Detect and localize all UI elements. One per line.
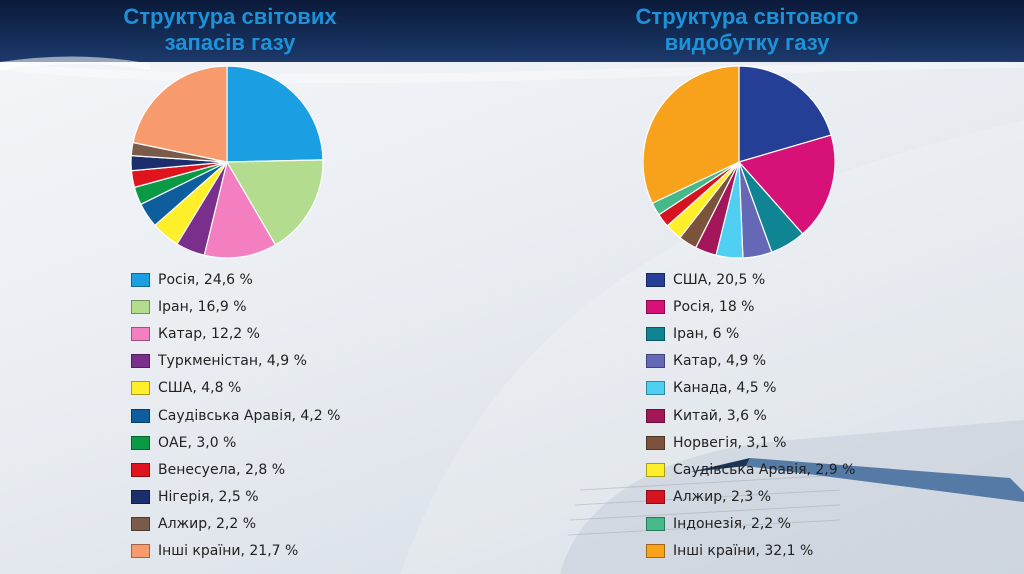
- legend-label: Норвегія, 3,1 %: [673, 434, 787, 451]
- legend-label: Венесуела, 2,8 %: [158, 461, 286, 478]
- legend-item: Саудівська Аравія, 4,2 %: [131, 402, 340, 429]
- legend-swatch: [646, 299, 665, 314]
- legend-label: Алжир, 2,3 %: [673, 489, 772, 506]
- legend-swatch: [131, 462, 150, 477]
- reserves-slice-0: [226, 65, 324, 163]
- legend-swatch: [646, 326, 665, 341]
- legend-label: США, 4,8 %: [158, 380, 242, 397]
- legend-label: США, 20,5 %: [673, 271, 766, 288]
- pie-chart-production: [643, 65, 835, 259]
- legend-item: Іран, 16,9 %: [131, 293, 340, 320]
- legend-item: Росія, 18 %: [646, 293, 855, 320]
- reserves-slice-10: [132, 65, 228, 163]
- legend-label: Росія, 18 %: [673, 298, 755, 315]
- legend-label: Інші країни, 32,1 %: [673, 543, 814, 560]
- legend-label: Іран, 6 %: [673, 325, 740, 342]
- legend-item: Алжир, 2,2 %: [131, 511, 340, 538]
- legend-item: Венесуела, 2,8 %: [131, 456, 340, 483]
- legend-item: США, 4,8 %: [131, 375, 340, 402]
- legend-swatch: [646, 462, 665, 477]
- production-slice-1: [737, 134, 835, 235]
- legend-swatch: [131, 299, 150, 314]
- legend-label: Китай, 3,6 %: [673, 407, 767, 424]
- legend-swatch: [131, 272, 150, 287]
- legend-swatch: [131, 354, 150, 369]
- legend-item: Інші країни, 32,1 %: [646, 538, 855, 565]
- legend-label: Саудівська Аравія, 2,9 %: [673, 461, 856, 478]
- legend-swatch: [131, 544, 150, 559]
- legend-swatch: [646, 435, 665, 450]
- legend-swatch: [646, 354, 665, 369]
- legend-item: Росія, 24,6 %: [131, 266, 340, 293]
- legend-reserves: Росія, 24,6 % Іран, 16,9 % Катар, 12,2 % Ту…: [131, 266, 340, 565]
- legend-label: Росія, 24,6 %: [158, 271, 253, 288]
- legend-item: Індонезія, 2,2 %: [646, 511, 855, 538]
- legend-label: Канада, 4,5 %: [673, 380, 777, 397]
- legend-swatch: [646, 381, 665, 396]
- legend-item: Китай, 3,6 %: [646, 402, 855, 429]
- legend-production: США, 20,5 % Росія, 18 % Іран, 6 % Катар, 4,…: [646, 266, 855, 565]
- legend-swatch: [131, 517, 150, 532]
- legend-label: Саудівська Аравія, 4,2 %: [158, 407, 341, 424]
- legend-label: Катар, 4,9 %: [673, 353, 767, 370]
- legend-item: Алжир, 2,3 %: [646, 484, 855, 511]
- legend-label: Іран, 16,9 %: [158, 298, 247, 315]
- legend-item: Іран, 6 %: [646, 320, 855, 347]
- legend-swatch: [131, 326, 150, 341]
- legend-label: ОАЕ, 3,0 %: [158, 434, 237, 451]
- legend-swatch: [131, 435, 150, 450]
- legend-swatch: [646, 544, 665, 559]
- legend-item: Нігерія, 2,5 %: [131, 484, 340, 511]
- legend-item: Катар, 4,9 %: [646, 348, 855, 375]
- legend-swatch: [646, 408, 665, 423]
- legend-item: Саудівська Аравія, 2,9 %: [646, 456, 855, 483]
- chart-title-production: Структура світового видобутку газу: [635, 4, 859, 55]
- legend-swatch: [131, 408, 150, 423]
- legend-label: Індонезія, 2,2 %: [673, 516, 791, 533]
- reserves-slice-1: [225, 159, 324, 246]
- legend-swatch: [131, 490, 150, 505]
- legend-item: ОАЕ, 3,0 %: [131, 429, 340, 456]
- legend-label: Нігерія, 2,5 %: [158, 489, 259, 506]
- legend-label: Інші країни, 21,7 %: [158, 543, 299, 560]
- pie-chart-reserves: [130, 65, 324, 259]
- legend-swatch: [646, 517, 665, 532]
- reserves-slice-2: [203, 160, 277, 259]
- legend-label: Катар, 12,2 %: [158, 325, 260, 342]
- legend-item: США, 20,5 %: [646, 266, 855, 293]
- production-slice-10: [643, 65, 740, 205]
- legend-item: Канада, 4,5 %: [646, 375, 855, 402]
- legend-label: Алжир, 2,2 %: [158, 516, 257, 533]
- legend-item: Інші країни, 21,7 %: [131, 538, 340, 565]
- legend-swatch: [131, 381, 150, 396]
- production-slice-0: [738, 65, 832, 163]
- chart-title-reserves: Структура світових запасів газу: [123, 4, 337, 55]
- legend-label: Туркменістан, 4,9 %: [158, 353, 307, 370]
- legend-swatch: [646, 272, 665, 287]
- header-band: [0, 0, 1024, 62]
- legend-item: Норвегія, 3,1 %: [646, 429, 855, 456]
- legend-item: Катар, 12,2 %: [131, 320, 340, 347]
- legend-swatch: [646, 490, 665, 505]
- legend-item: Туркменістан, 4,9 %: [131, 348, 340, 375]
